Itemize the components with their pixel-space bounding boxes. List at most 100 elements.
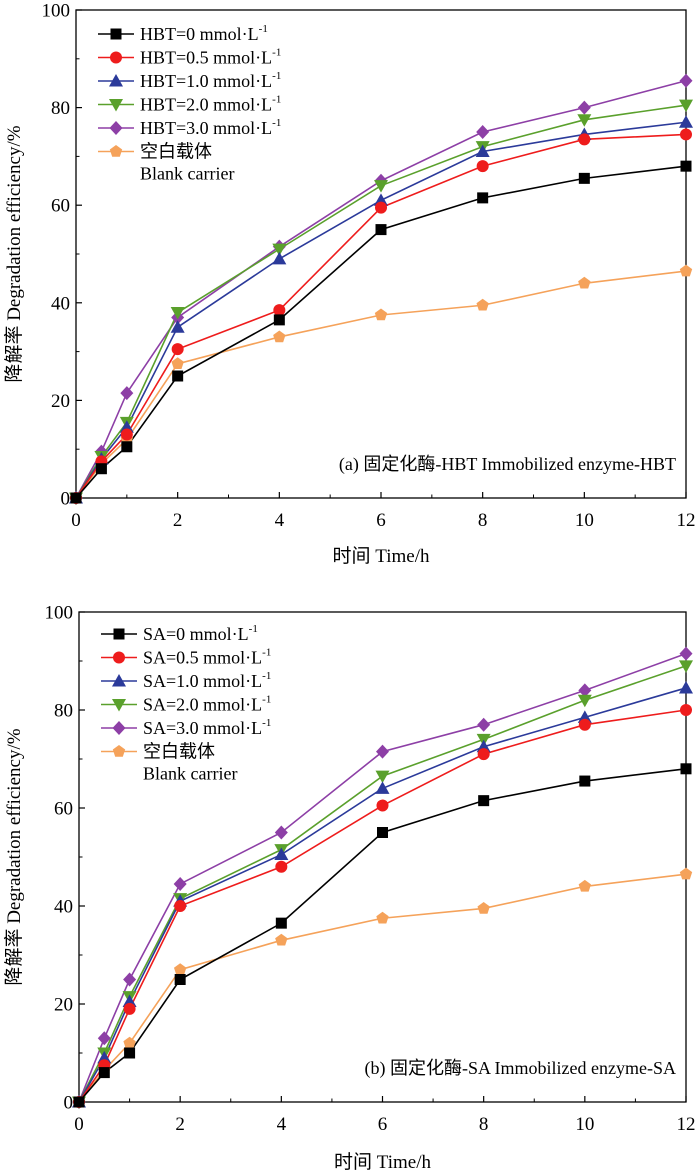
data-point <box>173 876 187 891</box>
data-point <box>375 201 387 214</box>
data-point <box>123 1036 136 1049</box>
legend-entry: SA=1.0 mmol·L-1 <box>143 670 271 691</box>
data-point <box>274 847 289 861</box>
data-point <box>273 304 286 317</box>
data-point <box>679 73 693 88</box>
data-point <box>172 370 184 382</box>
legend-superscript: -1 <box>272 70 281 82</box>
data-point <box>275 860 288 873</box>
chart-panel-b: 0 2 4 6 8 10 12 0 20 40 60 80 100 时间 Time/h 降解率 Degrad… <box>3 603 696 1172</box>
legend-entry: HBT=0.5 mmol·L-1 <box>140 47 281 68</box>
legend-marker <box>109 99 123 112</box>
data-point <box>272 243 287 257</box>
data-point <box>376 911 389 924</box>
y-tick-label: 40 <box>51 293 70 314</box>
data-point <box>173 963 187 975</box>
data-point <box>376 744 389 759</box>
data-point <box>171 357 184 370</box>
data-point <box>376 799 389 812</box>
legend-superscript: -1 <box>262 670 271 682</box>
panel-annotation: (b) 固定化酶-SA Immobilized enzyme-SA <box>365 1058 676 1079</box>
data-point <box>477 717 491 732</box>
data-point <box>578 683 592 698</box>
data-point <box>577 694 592 708</box>
data-point <box>274 825 288 840</box>
data-point <box>679 646 693 661</box>
data-point <box>679 660 693 673</box>
data-point <box>679 680 693 694</box>
data-point <box>374 193 388 206</box>
data-point <box>374 308 388 321</box>
data-point <box>122 994 137 1008</box>
data-point <box>476 739 491 753</box>
data-point <box>680 763 692 775</box>
y-axis-label: 降解率 Degradation efficiency/% <box>3 728 25 985</box>
data-point <box>73 1096 85 1108</box>
data-point <box>98 1067 110 1079</box>
legend-entry: SA=0.5 mmol·L-1 <box>143 647 271 668</box>
data-point <box>578 718 591 731</box>
data-point <box>679 264 693 277</box>
x-tick-label: 2 <box>173 510 183 531</box>
data-point <box>377 827 388 838</box>
data-point <box>120 386 134 401</box>
legend-marker <box>112 699 126 712</box>
data-point <box>578 276 591 289</box>
x-tick-label: 0 <box>71 510 81 531</box>
panel-annotation: (a) 固定化酶-HBT Immobilized enzyme-HBT <box>339 454 676 475</box>
chart-panel-a: 0 2 4 6 8 10 12 0 20 40 60 80 100 时间 Time/h 降解率 Degrad… <box>3 1 696 568</box>
data-point <box>273 330 286 343</box>
data-point <box>375 224 387 236</box>
data-point <box>478 795 490 807</box>
legend-marker <box>109 121 123 135</box>
y-tick-label: 100 <box>42 1 71 22</box>
legend-superscript: -1 <box>272 94 281 106</box>
data-point <box>95 463 107 475</box>
data-point <box>119 420 134 433</box>
x-tick-label: 12 <box>677 1114 696 1135</box>
data-point <box>680 160 692 172</box>
data-point <box>375 770 390 784</box>
legend-superscript: -1 <box>272 47 281 59</box>
y-tick-label: 100 <box>45 603 74 624</box>
data-point <box>577 710 592 723</box>
legend-entry-line2: Blank carrier <box>143 764 237 784</box>
data-point <box>578 879 592 892</box>
x-tick-label: 2 <box>175 1114 185 1135</box>
y-axis-label: 降解率 Degradation efficiency/% <box>3 125 25 382</box>
legend-superscript: -1 <box>259 23 268 35</box>
data-point <box>174 900 187 912</box>
data-point <box>577 100 591 115</box>
data-point <box>123 1002 136 1015</box>
y-tick-label: 80 <box>54 701 73 722</box>
legend-entry: 空白载体 <box>143 742 215 762</box>
data-point <box>123 972 137 987</box>
legend-marker <box>113 651 125 664</box>
data-point <box>476 298 489 311</box>
data-point <box>275 933 288 946</box>
data-point <box>577 114 592 127</box>
legend-marker <box>112 745 126 757</box>
data-point <box>174 974 186 985</box>
legend-entry: 空白载体 <box>140 142 212 162</box>
data-point <box>475 144 490 158</box>
data-point <box>680 704 692 716</box>
y-tick-label: 20 <box>54 995 73 1016</box>
legend-entry-line2: Blank carrier <box>140 164 234 184</box>
x-tick-label: 12 <box>677 510 696 531</box>
x-tick-label: 10 <box>575 1114 594 1135</box>
data-point <box>97 1031 111 1046</box>
y-tick-label: 0 <box>61 489 71 510</box>
legend-entry: HBT=1.0 mmol·L-1 <box>140 70 281 91</box>
legend-marker <box>110 28 122 40</box>
x-tick-label: 6 <box>378 1114 388 1135</box>
data-point <box>70 492 82 504</box>
x-axis-label: 时间 Time/h <box>333 545 430 567</box>
data-point <box>170 307 185 320</box>
legend-entry: HBT=3.0 mmol·L-1 <box>140 117 281 138</box>
x-tick-label: 8 <box>479 1114 489 1135</box>
x-tick-label: 8 <box>478 510 488 531</box>
